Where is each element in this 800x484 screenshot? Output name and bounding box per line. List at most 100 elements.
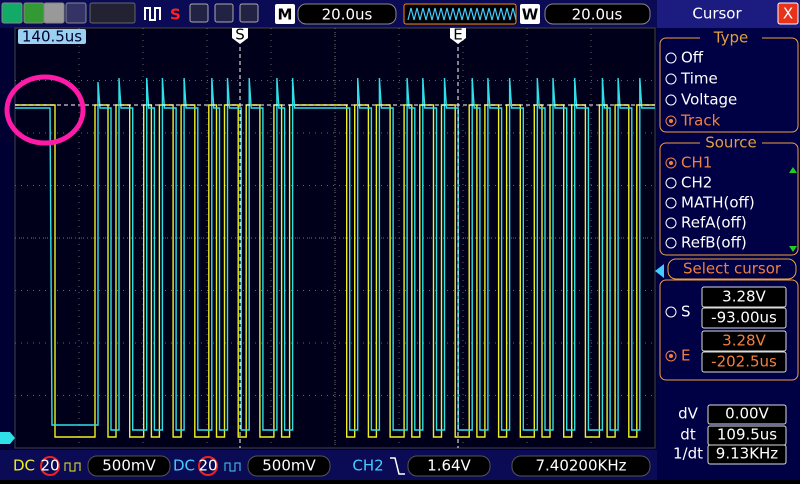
window-timebase: 20.0us	[572, 6, 623, 24]
trigger-source: CH2	[352, 457, 383, 475]
radio[interactable]	[665, 157, 677, 169]
level-marker	[0, 432, 15, 444]
ch2-trace	[15, 77, 655, 431]
value-box	[701, 351, 787, 373]
trigger-level: 1.64V	[427, 457, 471, 475]
scroll-arrow	[789, 167, 797, 173]
radio-dot	[669, 354, 673, 358]
section-bg	[700, 30, 762, 46]
radio-dot	[669, 119, 673, 123]
mode: M	[278, 6, 293, 24]
delta-value: 109.5us	[717, 426, 777, 444]
toolbar-icon	[23, 2, 45, 24]
ch2-coupling: DC	[173, 457, 195, 475]
window-box	[520, 4, 540, 24]
radio[interactable]	[665, 197, 677, 209]
cursor-id[interactable]: S	[681, 303, 691, 321]
radio-label[interactable]: Track	[680, 112, 721, 130]
radio[interactable]	[665, 115, 677, 127]
window: W	[522, 6, 539, 24]
annotation-circle	[4, 74, 86, 146]
value-box	[707, 444, 787, 465]
value-box	[701, 330, 787, 352]
radio[interactable]	[665, 237, 677, 249]
value-box	[701, 286, 787, 308]
radio[interactable]	[665, 52, 677, 64]
value-box	[247, 455, 331, 477]
toolbar-icon	[144, 7, 161, 21]
cursor-time: -202.5us	[711, 353, 777, 371]
section-header: Type	[713, 29, 748, 47]
section-bg	[700, 135, 762, 151]
toolbar-icon	[43, 2, 65, 24]
panel-header	[657, 0, 800, 28]
toolbar-icon	[239, 3, 259, 23]
radio-label[interactable]: MATH(off)	[681, 194, 755, 212]
value-box	[544, 3, 651, 25]
frequency: 7.40200KHz	[535, 457, 626, 475]
delta-label: 1/dt	[673, 445, 703, 463]
radio[interactable]	[665, 73, 677, 85]
delta-label: dt	[680, 426, 696, 444]
pointer	[655, 264, 664, 278]
select-cursor: Select cursor	[683, 260, 782, 278]
toolbar-icon	[89, 2, 136, 24]
wave-icon	[407, 7, 517, 21]
bw-icon	[40, 456, 60, 476]
cursor-voltage: 3.28V	[722, 332, 766, 350]
radio-label[interactable]: CH2	[681, 174, 712, 192]
cursor-label: S	[235, 26, 245, 44]
radio-label[interactable]: RefA(off)	[681, 214, 747, 232]
value-box	[511, 455, 651, 477]
ch2-scale: 500mV	[262, 457, 316, 475]
toolbar-icon	[214, 3, 234, 23]
value-box	[701, 307, 787, 329]
offset-box	[18, 29, 86, 44]
delta-value: 9.13KHz	[716, 445, 779, 463]
timebase: 20.0us	[322, 6, 373, 24]
mode-box	[275, 4, 295, 24]
cursor-id[interactable]: E	[681, 347, 690, 365]
radio[interactable]	[665, 217, 677, 229]
section-frame	[659, 279, 799, 381]
value-box	[297, 3, 397, 25]
cursor-marker	[232, 28, 248, 44]
ch1-coupling: DC	[13, 457, 35, 475]
radio-label[interactable]: Off	[681, 49, 704, 67]
radio[interactable]	[665, 177, 677, 189]
radio-label[interactable]: CH1	[681, 154, 712, 172]
cursor-label: E	[453, 26, 462, 44]
radio-label[interactable]: Time	[680, 70, 718, 88]
run-status: S	[170, 6, 181, 24]
ch2-bw: 20	[198, 457, 217, 475]
panel-title: Cursor	[692, 5, 742, 23]
ch1-scale: 500mV	[102, 457, 156, 475]
radio-label[interactable]: Voltage	[681, 91, 737, 109]
select-frame	[667, 258, 797, 280]
edge-icon	[390, 457, 405, 475]
radio[interactable]	[665, 94, 677, 106]
time-offset: 140.5us	[22, 28, 82, 46]
delta-value: 0.00V	[725, 405, 769, 423]
toolbar-icon	[189, 3, 209, 23]
close-button[interactable]	[777, 2, 799, 25]
side-panel	[657, 0, 800, 480]
cursor-time: -93.00us	[711, 309, 777, 327]
close-label[interactable]: X	[783, 5, 793, 23]
section-header: Source	[705, 134, 757, 152]
radio-label[interactable]: RefB(off)	[681, 234, 747, 252]
value-box	[707, 404, 787, 425]
radio[interactable]	[665, 306, 677, 318]
value-box	[407, 455, 491, 477]
radio[interactable]	[665, 350, 677, 362]
scroll-arrow	[789, 246, 797, 252]
ch1-bw: 20	[40, 457, 59, 475]
toolbar-icon	[65, 2, 87, 24]
value-box	[87, 455, 171, 477]
ch-icon	[224, 462, 241, 472]
radio-dot	[669, 161, 673, 165]
delta-label: dV	[678, 405, 699, 423]
ch-icon	[64, 462, 81, 472]
cursor-voltage: 3.28V	[722, 288, 766, 306]
